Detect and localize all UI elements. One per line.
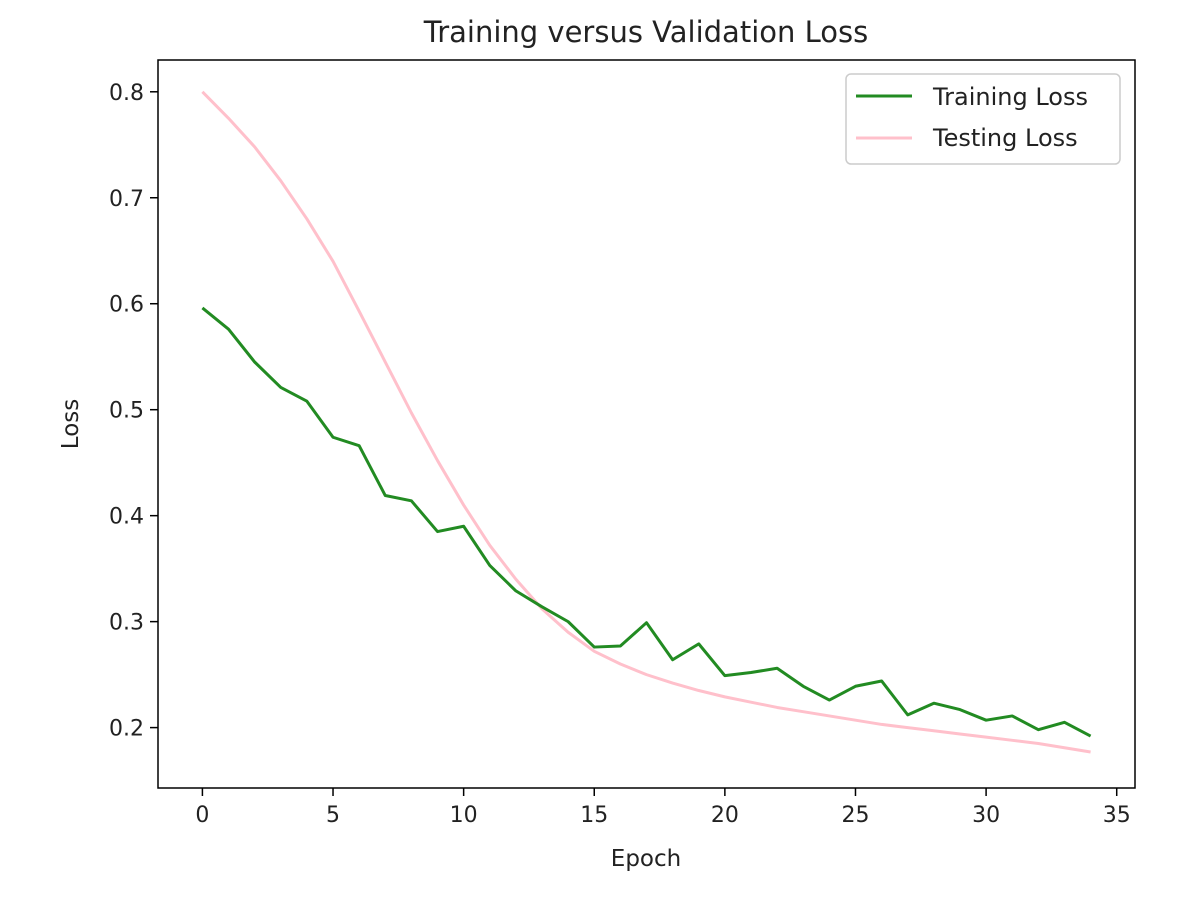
x-axis-label: Epoch [611, 846, 681, 872]
x-tick-label: 30 [972, 803, 1000, 828]
series-lines [201, 90, 1092, 754]
y-tick-label: 0.7 [109, 187, 144, 212]
x-tick-label: 35 [1103, 803, 1131, 828]
y-tick-label: 0.3 [109, 611, 144, 636]
series-line-testing-loss [201, 90, 1091, 754]
x-tick-label: 10 [450, 803, 478, 828]
y-tick-label: 0.4 [109, 505, 144, 530]
y-axis-label: Loss [58, 399, 84, 449]
x-tick-label: 0 [195, 803, 209, 828]
axis-ticks: 0 5 10 15 20 25 30 35 0.2 0.3 0.4 0.5 0.6 0.7 0.8 [109, 81, 1131, 828]
x-tick-label: 5 [326, 803, 340, 828]
y-tick-label: 0.8 [109, 81, 144, 106]
chart-title: Training versus Validation Loss [423, 15, 868, 49]
legend: Training Loss Testing Loss [845, 73, 1121, 165]
legend-label-training: Training Loss [932, 83, 1088, 111]
x-tick-label: 25 [841, 803, 869, 828]
legend-label-testing: Testing Loss [932, 124, 1078, 152]
plot-frame [157, 59, 1136, 789]
series-line-training-loss [201, 306, 1092, 738]
y-tick-label: 0.2 [109, 717, 144, 742]
x-tick-label: 15 [580, 803, 608, 828]
y-tick-label: 0.6 [109, 293, 144, 318]
y-tick-label: 0.5 [109, 399, 144, 424]
legend-box [845, 73, 1121, 165]
x-tick-label: 20 [711, 803, 739, 828]
